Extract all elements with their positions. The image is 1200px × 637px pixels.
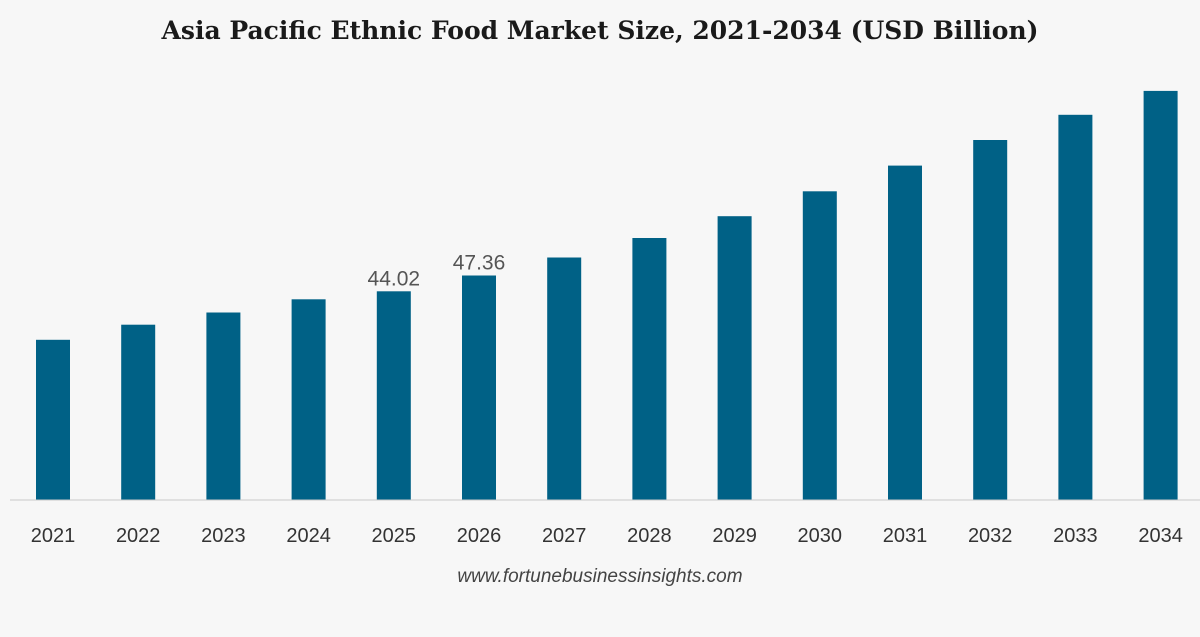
bar-2021 bbox=[36, 339, 70, 500]
bar-2023 bbox=[206, 312, 241, 500]
bar-2033 bbox=[1058, 114, 1093, 501]
x-tick-label-2033: 2033 bbox=[1053, 525, 1098, 547]
bar-2031 bbox=[888, 165, 922, 500]
x-tick-label-2024: 2024 bbox=[286, 525, 331, 547]
bar-2025 bbox=[376, 291, 411, 500]
x-tick-label-2027: 2027 bbox=[542, 525, 587, 547]
bar-2026 bbox=[462, 275, 496, 500]
data-labels-layer: 44.02 47.36 bbox=[368, 252, 506, 291]
x-tick-label-2025: 2025 bbox=[372, 525, 417, 547]
bars-layer bbox=[36, 90, 1178, 501]
x-tick-label-2032: 2032 bbox=[968, 525, 1013, 547]
bar-2032 bbox=[973, 140, 1008, 500]
source-credit: www.fortunebusinessinsights.com bbox=[457, 566, 743, 587]
data-label-2026: 47.36 bbox=[453, 252, 506, 275]
x-tick-label-2023: 2023 bbox=[201, 525, 246, 547]
bar-2027 bbox=[547, 257, 582, 500]
chart-title: Asia Pacific Ethnic Food Market Size, 20… bbox=[161, 16, 1039, 45]
bar-2029 bbox=[717, 216, 752, 500]
x-tick-label-2026: 2026 bbox=[457, 525, 502, 547]
data-label-2025: 44.02 bbox=[368, 267, 421, 290]
bar-2024 bbox=[291, 299, 326, 500]
x-tick-label-2022: 2022 bbox=[116, 525, 161, 547]
bar-2028 bbox=[632, 238, 667, 500]
x-tick-label-2029: 2029 bbox=[712, 525, 757, 547]
bar-2030 bbox=[802, 191, 837, 501]
x-axis-tick-labels: 2021 2022 2023 2024 2025 2026 2027 2028 2029 2030… bbox=[31, 525, 1183, 547]
x-tick-label-2030: 2030 bbox=[798, 525, 843, 547]
x-tick-label-2028: 2028 bbox=[627, 525, 672, 547]
x-tick-label-2031: 2031 bbox=[883, 525, 928, 547]
x-tick-label-2021: 2021 bbox=[31, 525, 76, 547]
bar-2022 bbox=[121, 324, 156, 500]
x-tick-label-2034: 2034 bbox=[1138, 525, 1183, 547]
bar-2034 bbox=[1143, 90, 1178, 501]
